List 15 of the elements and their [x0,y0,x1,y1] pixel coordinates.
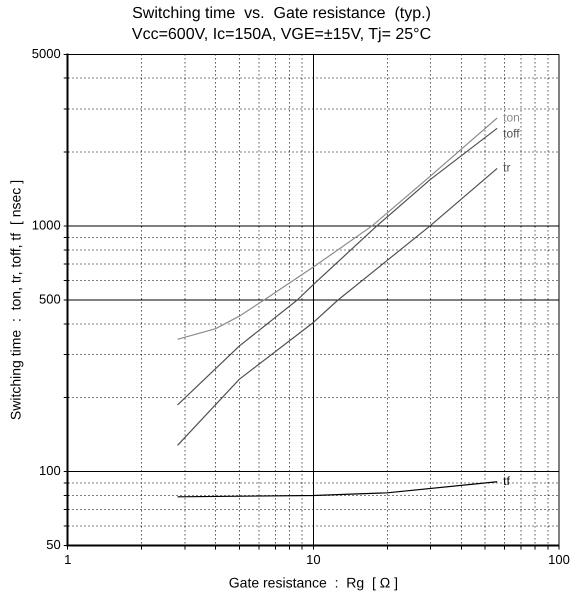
series-label: ton [503,110,520,124]
y-tick-label: 50 [46,537,61,552]
x-axis-title: Gate resistance : Rg [ Ω ] [228,574,398,590]
series-label: tr [503,160,510,175]
y-tick-label: 100 [39,463,61,478]
series-label: toff [503,126,520,140]
x-tick-label: 10 [306,552,321,567]
x-tick-label: 1 [64,552,72,567]
y-tick-label: 1000 [32,218,61,233]
y-axis-title: Switching time : ton, tr, toff, tf [ nsec ] [7,180,24,420]
chart-title: Switching time vs. Gate resistance (typ.) [132,5,431,22]
x-tick-label: 100 [548,552,570,567]
y-tick-label: 5000 [32,46,61,61]
chart-subtitle: Vcc=600V, Ic=150A, VGE=±15V, Tj= 25°C [132,26,432,44]
y-tick-label: 500 [39,292,61,307]
